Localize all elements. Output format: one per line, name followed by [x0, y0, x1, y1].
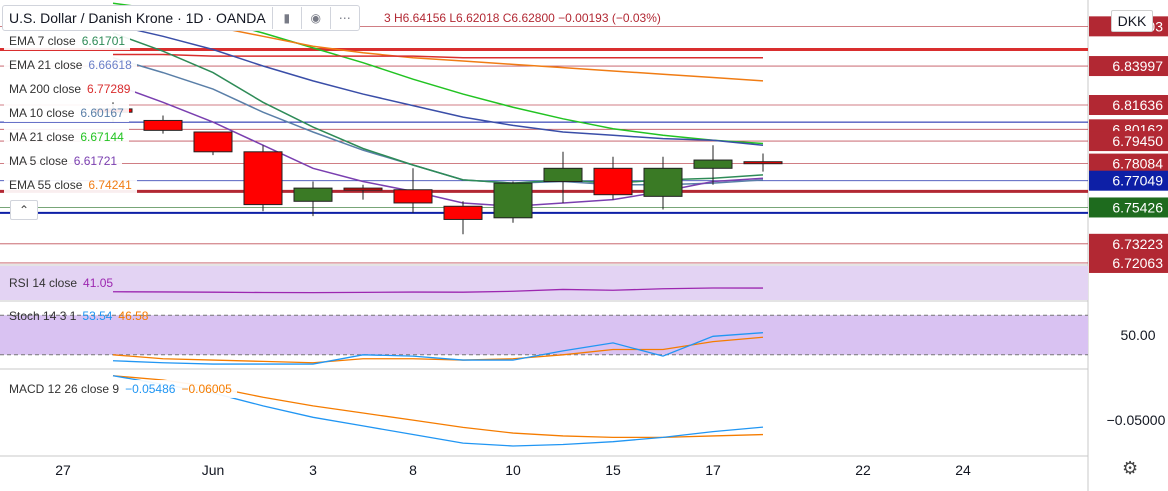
stoch-k-line — [112, 332, 764, 365]
price-axis-label: 6.73223 — [1112, 236, 1163, 252]
x-axis-label: 3 — [309, 462, 317, 478]
indicator-ma5[interactable]: MA 5 close 6.61721 — [4, 152, 123, 170]
price-axis-label-bg — [1089, 252, 1168, 273]
price-axis-label-bg — [1089, 233, 1168, 254]
price-axis-label-bg — [1089, 153, 1168, 174]
candle-body — [643, 167, 683, 197]
stoch-label[interactable]: Stoch 14 3 1 53.54 46.58 — [9, 309, 149, 323]
indicator-ema7[interactable]: EMA 7 close 6.61701 — [4, 32, 131, 50]
stoch-axis-label: 50.00 — [1120, 327, 1155, 343]
indicator-ema55[interactable]: EMA 55 close 6.74241 — [4, 176, 137, 194]
candle-body — [493, 182, 533, 219]
collapse-legend-button[interactable]: ⌃ — [10, 200, 38, 220]
currency-badge[interactable]: DKK — [1111, 10, 1153, 32]
ohlc-readout: 3 H6.64156 L6.62018 C6.62800 −0.00193 (−… — [384, 11, 661, 25]
indicator-ma21[interactable]: MA 21 close 6.67144 — [4, 128, 129, 146]
candle-body — [343, 187, 383, 191]
candle-body — [293, 187, 333, 202]
candle-body — [193, 131, 233, 153]
ma-line — [112, 24, 764, 146]
price-axis-label-bg — [1089, 95, 1168, 116]
candle-body — [743, 161, 783, 165]
rsi-line — [112, 287, 764, 294]
indicator-ema21[interactable]: EMA 21 close 6.66618 — [4, 56, 137, 74]
bar-style-icon[interactable]: ▮ — [271, 7, 301, 29]
x-axis-label: 17 — [705, 462, 721, 478]
candle-body — [143, 119, 183, 131]
macd-axis-label: −0.05000 — [1107, 412, 1166, 428]
price-axis-label-bg — [1089, 56, 1168, 77]
rsi-label[interactable]: RSI 14 close 41.05 — [9, 276, 114, 290]
x-axis-label: 10 — [505, 462, 521, 478]
price-axis-label: 6.77049 — [1112, 173, 1163, 189]
candle-body — [593, 167, 633, 196]
x-axis-label: 8 — [409, 462, 417, 478]
price-axis-label-bg — [1089, 170, 1168, 191]
price-axis-label: 6.72063 — [1112, 255, 1163, 271]
price-axis-label: 6.79450 — [1112, 133, 1163, 149]
indicator-ma10[interactable]: MA 10 close 6.60167 — [4, 104, 129, 122]
x-axis-label: 27 — [55, 462, 71, 478]
x-axis-label: 15 — [605, 462, 621, 478]
x-axis-label: 22 — [855, 462, 871, 478]
stoch-d-line — [112, 336, 764, 364]
price-axis-label: 6.75426 — [1112, 199, 1163, 215]
stoch-band — [0, 315, 1088, 355]
macd-label[interactable]: MACD 12 26 close 9 −0.05486 −0.06005 — [4, 380, 237, 398]
candle-body — [393, 189, 433, 204]
rsi-band — [0, 266, 1088, 300]
visibility-eye-icon[interactable]: ◉ — [300, 7, 330, 29]
symbol-title[interactable]: U.S. Dollar / Danish Krone · 1D · OANDA — [9, 10, 266, 26]
x-axis-label: 24 — [955, 462, 971, 478]
settings-gear-icon[interactable]: ⚙ — [1122, 458, 1139, 478]
price-axis-label: 6.78084 — [1112, 156, 1163, 172]
price-axis-label-bg — [1089, 197, 1168, 218]
more-options-icon[interactable]: ⋯ — [329, 7, 359, 29]
price-axis-label: 6.81636 — [1112, 97, 1163, 113]
indicator-ma200[interactable]: MA 200 close 6.77289 — [4, 80, 136, 98]
symbol-header[interactable]: U.S. Dollar / Danish Krone · 1D · OANDA … — [2, 5, 360, 31]
candle-body — [443, 205, 483, 220]
candle-body — [543, 167, 583, 183]
x-axis-label: Jun — [202, 462, 225, 478]
candle-body — [243, 151, 283, 206]
candle-body — [693, 159, 733, 169]
ma-line — [113, 53, 763, 59]
price-axis-label: 6.83997 — [1112, 58, 1163, 74]
price-axis-label-bg — [1089, 131, 1168, 152]
